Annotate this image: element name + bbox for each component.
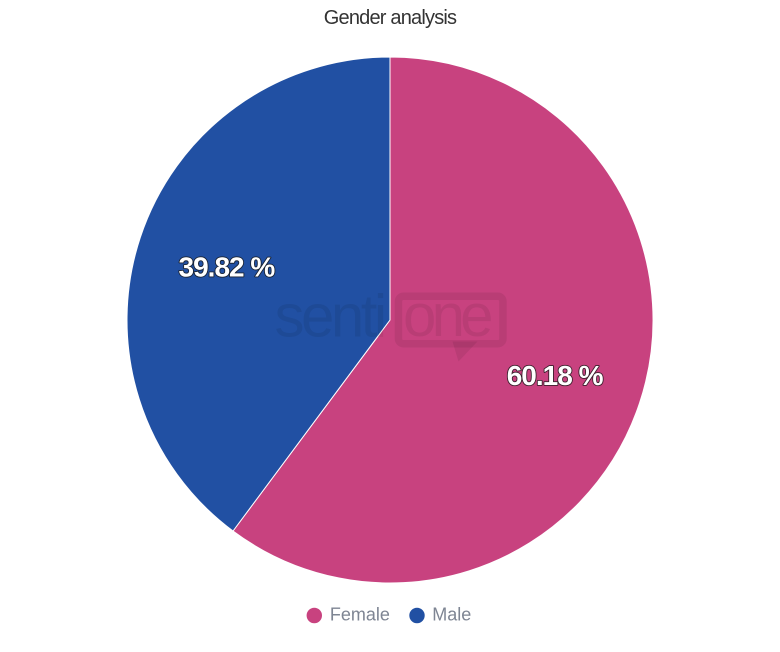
svg-text:Female: Female	[330, 605, 390, 625]
svg-text:60.18 %: 60.18 %	[507, 360, 604, 391]
svg-text:Male: Male	[432, 605, 471, 625]
svg-text:one: one	[403, 282, 491, 349]
svg-text:Gender analysis: Gender analysis	[324, 7, 457, 29]
svg-text:39.82 %: 39.82 %	[179, 251, 276, 282]
svg-text:senti: senti	[275, 283, 384, 350]
